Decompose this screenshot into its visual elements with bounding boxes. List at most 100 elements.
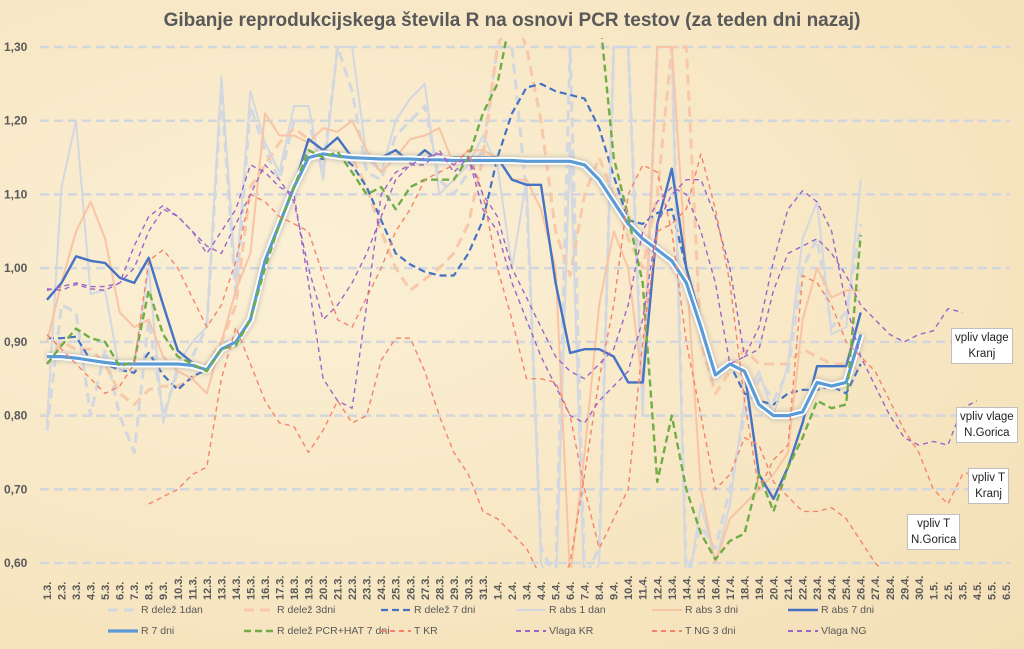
x-tick-label: 19.4. [754,576,766,600]
x-tick-label: 4.5. [972,582,984,600]
legend-swatch [652,609,682,611]
annotation-vpliv-vlage-ngorica: vpliv vlage N.Gorica [956,407,1018,443]
y-tick-label: 0,90 [4,335,28,349]
x-tick-label: 13.3. [216,576,228,600]
x-tick-label: 18.3. [289,576,301,600]
x-tick-label: 1.5. [928,582,940,600]
x-tick-label: 8.4. [594,582,606,600]
legend-label: R delež 1dan [141,604,203,616]
x-tick-label: 26.4. [856,576,868,600]
series-r-dele-1dan-line [45,45,863,568]
legend-swatch [244,629,274,633]
legend-label: Vlaga KR [549,625,594,637]
legend-item: R delež 7 dni [380,604,475,616]
y-tick-label: 0,80 [4,409,28,423]
x-tick-label: 20.3. [318,576,330,600]
x-tick-label: 30.4. [914,576,926,600]
legend-item: Vlaga NG [787,625,867,637]
x-tick-label: 2.5. [943,582,955,600]
x-tick-label: 23.3. [362,576,374,600]
x-tick-label: 25.4. [841,576,853,600]
legend-swatch [381,630,411,632]
y-tick-label: 0,60 [4,556,28,570]
annotation-vpliv-t-kranj: vpliv T Kranj [968,468,1010,504]
x-tick-label: 3.5. [957,582,969,600]
x-tick-label: 9.3. [158,582,170,600]
x-tick-label: 24.4. [827,576,839,600]
x-tick-label: 5.4. [551,582,563,600]
legend-swatch [516,630,546,632]
x-tick-label: 3.4. [522,582,534,600]
x-tick-label: 13.4. [667,576,679,600]
annotation-line2: N.Gorica [911,534,957,546]
x-tick-label: 14.3. [231,576,243,600]
annotation-line1: vpliv T [972,472,1006,484]
legend-label: Vlaga NG [821,625,867,637]
x-tick-label: 20.4. [769,576,781,600]
series-t-kr-line [148,164,882,568]
legend-item: R 7 dni [107,625,174,637]
x-tick-label: 31.3. [478,576,490,600]
legend-swatch [516,609,546,611]
x-tick-label: 1.3. [42,582,54,600]
legend-item: T KR [380,625,438,637]
x-tick-label: 16.4. [710,576,722,600]
x-tick-label: 7.4. [580,582,592,600]
chart-title: Gibanje reprodukcijskega števila R na os… [163,10,861,31]
x-tick-label: 8.3. [144,582,156,600]
legend-label: T KR [414,625,438,637]
annotation-vpliv-t-ngorica: vpliv T N.Gorica [907,514,961,550]
series-t-ng-3-dni-line [46,149,978,549]
annotation-line1: vpliv vlage [955,332,1009,344]
annotation-line2: Kranj [975,488,1002,500]
x-tick-label: 14.4. [681,576,693,600]
x-tick-label: 21.3. [333,576,345,600]
x-tick-label: 22.3. [347,576,359,600]
legend-label: R delež 3dni [277,604,336,616]
legend-item: R abs 1 dan [515,604,606,616]
series-r-7-dni-line [47,152,863,418]
x-tick-label: 3.3. [71,582,83,600]
series-r-dele-3dni-line [45,38,862,406]
legend-label: R delež PCR+HAT 7 dni [277,625,390,637]
x-tick-label: 21.4. [783,576,795,600]
x-tick-label: 28.4. [885,576,897,600]
x-tick-label: 5.5. [986,582,998,600]
series-r-dele-pcr-hat-7-dni-line [46,38,862,561]
y-tick-label: 0,70 [4,482,28,496]
x-tick-label: 15.4. [696,576,708,600]
x-tick-label: 17.3. [274,576,286,600]
x-tick-label: 2.3. [57,582,69,600]
legend-label: R 7 dni [141,625,175,637]
x-tick-label: 15.3. [245,576,257,600]
annotation-line1: vpliv vlage [960,411,1014,423]
legend-swatch [244,608,274,612]
x-tick-label: 22.4. [798,576,810,600]
series-vlaga-ng-line [46,153,978,446]
series-vlaga-kr-line [46,149,963,424]
x-tick-label: 10.3. [173,576,185,600]
annotation-line1: vpliv T [917,518,951,530]
x-tick-label: 6.3. [115,582,127,600]
x-tick-label: 28.3. [434,576,446,600]
x-tick-label: 11.4. [638,576,650,600]
annotation-line2: Kranj [968,348,996,360]
y-tick-label: 1,10 [4,187,28,201]
annotation-vpliv-vlage-kranj: vpliv vlage Kranj [951,328,1013,364]
x-tick-label: 23.4. [812,576,824,600]
x-tick-label: 6.5. [1001,582,1013,600]
x-tick-label: 25.3. [391,576,403,600]
legend-item: R abs 3 dni [651,604,738,616]
x-tick-label: 18.4. [739,576,751,600]
x-tick-label: 4.4. [536,582,548,600]
legend-swatch [381,608,411,612]
y-tick-label: 1,00 [4,261,28,275]
x-tick-label: 5.3. [100,582,112,600]
legend-item: R delež 1dan [107,604,203,616]
legend-label: T NG 3 dni [685,625,736,637]
x-tick-label: 29.3. [449,576,461,600]
x-tick-label: 12.3. [202,576,214,600]
legend-swatch [788,630,818,632]
x-tick-label: 27.4. [870,576,882,600]
legend-label: R abs 1 dan [549,604,606,616]
